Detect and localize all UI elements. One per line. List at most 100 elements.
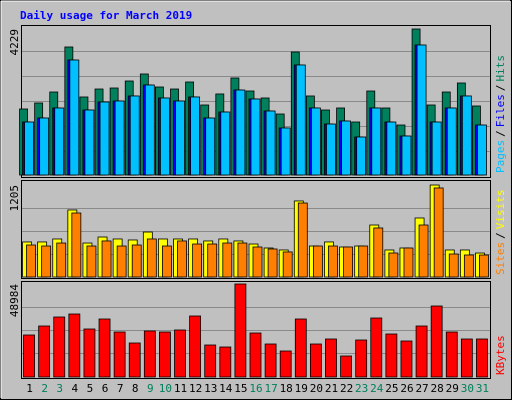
bar — [448, 253, 459, 278]
x-tick-label: 3 — [56, 382, 63, 395]
bar — [26, 244, 36, 278]
x-tick-label: 31 — [476, 382, 489, 395]
bar — [162, 245, 172, 278]
bar — [386, 121, 397, 176]
bar — [461, 95, 472, 176]
bar — [403, 247, 414, 278]
bar — [477, 124, 487, 176]
bar — [129, 95, 140, 176]
y-tick-label: 48984 — [8, 284, 21, 317]
x-tick-label: 29 — [446, 382, 459, 395]
bar — [177, 240, 187, 278]
bar — [295, 64, 306, 176]
bar — [371, 107, 382, 176]
bar — [294, 318, 307, 378]
legend-separator: / — [494, 232, 507, 239]
bar — [189, 315, 202, 378]
bar — [250, 98, 261, 176]
bar — [340, 355, 352, 378]
x-tick-label: 16 — [249, 382, 262, 395]
bar — [128, 342, 141, 378]
bar — [38, 325, 51, 378]
bar — [433, 187, 444, 278]
bar — [310, 107, 321, 176]
bar — [309, 343, 322, 378]
legend-entry: Visits — [494, 190, 507, 230]
x-tick-label: 24 — [370, 382, 384, 395]
bar — [24, 121, 34, 176]
bar — [446, 107, 457, 176]
bar — [207, 243, 218, 278]
x-tick-label: 28 — [431, 382, 444, 395]
bar — [326, 123, 336, 176]
legend-entry: Files — [494, 94, 507, 127]
bar — [222, 242, 233, 278]
bar — [174, 329, 186, 378]
x-tick-label: 27 — [415, 382, 428, 395]
bar — [143, 330, 156, 378]
bar — [463, 254, 474, 278]
bar — [431, 121, 442, 176]
bar — [235, 89, 246, 176]
legend-entry: Hits — [494, 55, 507, 82]
x-tick-label: 7 — [117, 382, 124, 395]
x-tick-label: 19 — [295, 382, 308, 395]
x-tick-label: 11 — [174, 382, 187, 395]
bar — [373, 227, 384, 278]
bar — [415, 325, 428, 378]
x-tick-label: 5 — [87, 382, 94, 395]
bar — [341, 120, 351, 176]
x-tick-label: 18 — [280, 382, 293, 395]
bar — [234, 283, 247, 378]
bar — [312, 245, 323, 278]
x-tick-label: 10 — [159, 382, 172, 395]
bar — [400, 340, 413, 378]
bar — [56, 242, 67, 278]
bar — [41, 245, 52, 278]
bar — [84, 109, 95, 176]
bar — [192, 243, 203, 278]
legend-separator: / — [494, 130, 507, 137]
x-tick-label: 15 — [234, 382, 247, 395]
legend: Sites / Visits — [494, 190, 507, 276]
bar — [249, 332, 262, 378]
bar — [205, 117, 216, 176]
bar — [445, 331, 458, 378]
bar — [101, 240, 112, 278]
x-tick-label: 4 — [72, 382, 79, 395]
x-tick-label: 12 — [189, 382, 202, 395]
bar — [69, 59, 80, 176]
bar — [99, 101, 110, 176]
bar — [297, 202, 308, 278]
bar — [343, 246, 353, 278]
bar — [267, 248, 278, 278]
bar — [385, 333, 398, 378]
x-tick-label: 20 — [310, 382, 323, 395]
bar — [370, 317, 383, 378]
bar — [358, 245, 369, 278]
bar — [71, 212, 82, 278]
bar — [401, 135, 412, 176]
x-tick-label: 30 — [461, 382, 474, 395]
bar — [131, 244, 142, 278]
bar — [325, 338, 337, 378]
bar — [190, 96, 201, 176]
bar — [68, 313, 81, 378]
bar — [160, 97, 170, 176]
legend-entry: KBytes — [494, 335, 507, 375]
bar — [328, 245, 338, 278]
bar — [460, 338, 473, 378]
bar — [279, 350, 292, 378]
x-tick-label: 17 — [264, 382, 277, 395]
x-tick-label: 14 — [219, 382, 233, 395]
y-tick-label: 4229 — [8, 29, 21, 56]
x-tick-label: 8 — [132, 382, 139, 395]
bar — [388, 252, 399, 278]
x-tick-label: 26 — [400, 382, 413, 395]
legend-separator: / — [494, 85, 507, 92]
bar — [83, 328, 96, 378]
bar — [479, 254, 489, 278]
bar — [113, 331, 126, 378]
bar — [356, 136, 367, 176]
